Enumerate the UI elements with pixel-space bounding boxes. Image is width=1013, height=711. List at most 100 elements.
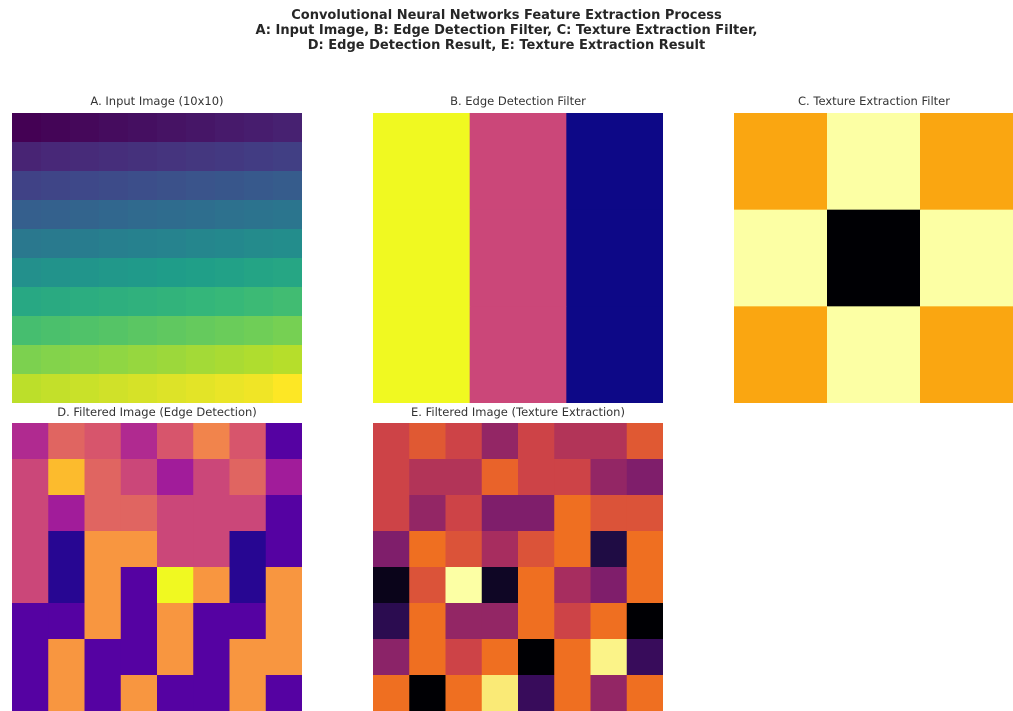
heatmap-cell-r6-c9 — [273, 287, 302, 317]
heatmap-cell-r1-c1 — [469, 209, 567, 307]
heatmap-cell-r1-c0 — [734, 209, 828, 307]
heatmap-cell-r9-c9 — [273, 374, 302, 403]
heatmap-cell-r4-c6 — [590, 567, 628, 604]
heatmap-cell-r7-c9 — [273, 316, 302, 346]
heatmap-cell-r2-c6 — [229, 495, 267, 532]
panel-e-title: E. Filtered Image (Texture Extraction) — [411, 405, 625, 419]
heatmap-cell-r8-c7 — [215, 345, 245, 375]
heatmap-cell-r0-c1 — [41, 113, 71, 143]
heatmap-cell-r3-c0 — [12, 531, 49, 568]
heatmap-cell-r3-c6 — [229, 531, 267, 568]
heatmap-cell-r4-c5 — [554, 567, 592, 604]
heatmap-cell-r8-c5 — [157, 345, 187, 375]
heatmap-cell-r2-c2 — [70, 171, 100, 201]
heatmap-cell-r6-c2 — [445, 639, 483, 676]
heatmap-cell-r5-c7 — [626, 603, 663, 640]
texture-filter-heatmap — [734, 113, 1013, 403]
heatmap-cell-r0-c0 — [12, 113, 42, 143]
heatmap-cell-r7-c6 — [186, 316, 216, 346]
heatmap-cell-r9-c7 — [215, 374, 245, 403]
heatmap-cell-r3-c6 — [590, 531, 628, 568]
heatmap-cell-r5-c1 — [48, 603, 86, 640]
heatmap-cell-r4-c0 — [12, 229, 42, 259]
heatmap-cell-r1-c8 — [244, 142, 274, 172]
heatmap-cell-r2-c4 — [157, 495, 194, 532]
heatmap-cell-r2-c7 — [215, 171, 245, 201]
heatmap-cell-r8-c9 — [273, 345, 302, 375]
heatmap-cell-r2-c1 — [48, 495, 86, 532]
heatmap-cell-r0-c0 — [373, 423, 410, 460]
heatmap-cell-r7-c0 — [12, 675, 49, 711]
heatmap-cell-r9-c8 — [244, 374, 274, 403]
heatmap-cell-r1-c2 — [70, 142, 100, 172]
heatmap-cell-r2-c0 — [12, 171, 42, 201]
heatmap-cell-r0-c0 — [12, 423, 49, 460]
heatmap-cell-r0-c5 — [193, 423, 231, 460]
heatmap-cell-r4-c1 — [48, 567, 86, 604]
heatmap-cell-r9-c4 — [128, 374, 158, 403]
heatmap-cell-r4-c3 — [120, 567, 158, 604]
heatmap-cell-r6-c8 — [244, 287, 274, 317]
heatmap-cell-r7-c1 — [48, 675, 86, 711]
heatmap-cell-r5-c1 — [41, 258, 71, 288]
heatmap-cell-r8-c0 — [12, 345, 42, 375]
heatmap-cell-r6-c2 — [84, 639, 122, 676]
heatmap-cell-r9-c0 — [12, 374, 42, 403]
heatmap-cell-r1-c5 — [193, 459, 231, 496]
heatmap-cell-r2-c2 — [566, 306, 663, 403]
heatmap-cell-r2-c3 — [120, 495, 158, 532]
heatmap-cell-r5-c4 — [128, 258, 158, 288]
heatmap-cell-r1-c4 — [128, 142, 158, 172]
figure-title-line-1: Convolutional Neural Networks Feature Ex… — [291, 8, 722, 23]
heatmap-cell-r3-c5 — [157, 200, 187, 230]
heatmap-cell-r0-c6 — [229, 423, 267, 460]
heatmap-cell-r3-c0 — [12, 200, 42, 230]
heatmap-cell-r6-c0 — [12, 287, 42, 317]
heatmap-cell-r0-c1 — [409, 423, 447, 460]
heatmap-cell-r3-c3 — [481, 531, 519, 568]
heatmap-cell-r9-c1 — [41, 374, 71, 403]
heatmap-cell-r8-c6 — [186, 345, 216, 375]
heatmap-cell-r2-c2 — [84, 495, 122, 532]
heatmap-cell-r2-c1 — [469, 306, 567, 403]
heatmap-cell-r9-c3 — [99, 374, 129, 403]
heatmap-cell-r0-c2 — [566, 113, 663, 211]
heatmap-cell-r1-c3 — [481, 459, 519, 496]
heatmap-cell-r2-c4 — [128, 171, 158, 201]
heatmap-cell-r7-c3 — [120, 675, 158, 711]
heatmap-cell-r3-c8 — [244, 200, 274, 230]
heatmap-cell-r0-c5 — [157, 113, 187, 143]
heatmap-cell-r3-c5 — [554, 531, 592, 568]
heatmap-cell-r6-c2 — [70, 287, 100, 317]
heatmap-cell-r6-c3 — [99, 287, 129, 317]
heatmap-cell-r2-c5 — [554, 495, 592, 532]
heatmap-cell-r3-c3 — [99, 200, 129, 230]
heatmap-cell-r1-c4 — [157, 459, 194, 496]
heatmap-cell-r5-c2 — [445, 603, 483, 640]
heatmap-cell-r3-c1 — [409, 531, 447, 568]
heatmap-cell-r2-c7 — [626, 495, 663, 532]
heatmap-cell-r2-c6 — [186, 171, 216, 201]
heatmap-cell-r2-c2 — [445, 495, 483, 532]
heatmap-cell-r5-c5 — [554, 603, 592, 640]
heatmap-cell-r3-c2 — [445, 531, 483, 568]
heatmap-cell-r0-c1 — [48, 423, 86, 460]
heatmap-cell-r7-c3 — [481, 675, 519, 711]
heatmap-cell-r4-c7 — [626, 567, 663, 604]
figure-title-line-3: D: Edge Detection Result, E: Texture Ext… — [307, 38, 706, 53]
heatmap-cell-r1-c7 — [626, 459, 663, 496]
heatmap-cell-r4-c8 — [244, 229, 274, 259]
heatmap-cell-r7-c5 — [157, 316, 187, 346]
heatmap-cell-r8-c4 — [128, 345, 158, 375]
heatmap-cell-r5-c1 — [409, 603, 447, 640]
heatmap-cell-r1-c2 — [920, 209, 1013, 307]
heatmap-cell-r0-c1 — [827, 113, 921, 211]
heatmap-cell-r3-c4 — [157, 531, 194, 568]
heatmap-cell-r5-c6 — [590, 603, 628, 640]
heatmap-cell-r4-c1 — [409, 567, 447, 604]
heatmap-cell-r0-c0 — [734, 113, 828, 211]
heatmap-cell-r1-c4 — [518, 459, 555, 496]
heatmap-cell-r0-c2 — [920, 113, 1013, 211]
heatmap-cell-r8-c2 — [70, 345, 100, 375]
heatmap-cell-r6-c1 — [409, 639, 447, 676]
